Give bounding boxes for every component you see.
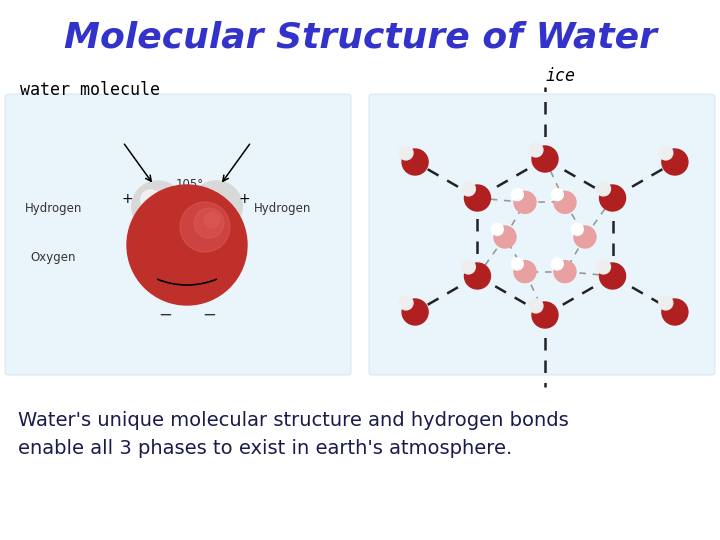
Circle shape	[659, 146, 672, 160]
Text: −: −	[158, 306, 172, 324]
Circle shape	[659, 296, 672, 310]
Text: Hydrogen: Hydrogen	[25, 202, 82, 215]
Text: ice: ice	[545, 67, 575, 85]
Circle shape	[402, 149, 428, 175]
Circle shape	[511, 188, 523, 201]
Text: Oxygen: Oxygen	[30, 251, 76, 264]
Circle shape	[596, 260, 611, 274]
Circle shape	[204, 212, 220, 228]
Circle shape	[399, 146, 413, 160]
Circle shape	[554, 261, 576, 282]
Circle shape	[532, 302, 558, 328]
Text: +: +	[238, 192, 250, 206]
Circle shape	[554, 191, 576, 213]
Circle shape	[600, 263, 626, 289]
Text: 105°: 105°	[176, 179, 204, 192]
Circle shape	[194, 208, 224, 238]
Circle shape	[464, 185, 490, 211]
Circle shape	[596, 182, 611, 196]
Circle shape	[127, 185, 247, 305]
Circle shape	[532, 146, 558, 172]
Text: +: +	[122, 192, 134, 206]
Circle shape	[600, 185, 626, 211]
Circle shape	[491, 224, 503, 235]
Circle shape	[529, 299, 543, 313]
Circle shape	[571, 224, 583, 235]
Circle shape	[552, 188, 563, 201]
Text: Water's unique molecular structure and hydrogen bonds: Water's unique molecular structure and h…	[18, 410, 569, 429]
Circle shape	[574, 226, 596, 248]
Circle shape	[199, 190, 219, 210]
Circle shape	[514, 261, 536, 282]
Text: −: −	[202, 306, 216, 324]
Circle shape	[402, 299, 428, 325]
Circle shape	[399, 296, 413, 310]
Circle shape	[662, 149, 688, 175]
Circle shape	[662, 299, 688, 325]
Circle shape	[190, 181, 242, 233]
Text: enable all 3 phases to exist in earth's atmosphere.: enable all 3 phases to exist in earth's …	[18, 438, 512, 457]
Circle shape	[464, 263, 490, 289]
Circle shape	[132, 181, 184, 233]
Circle shape	[462, 182, 475, 196]
Circle shape	[180, 202, 230, 252]
FancyBboxPatch shape	[5, 94, 351, 375]
Text: water molecule: water molecule	[20, 81, 160, 99]
Circle shape	[141, 190, 161, 210]
Text: Hydrogen: Hydrogen	[254, 202, 312, 215]
Circle shape	[494, 226, 516, 248]
FancyBboxPatch shape	[369, 94, 715, 375]
Circle shape	[529, 143, 543, 157]
Circle shape	[511, 258, 523, 270]
Circle shape	[462, 260, 475, 274]
Circle shape	[552, 258, 563, 270]
Text: Molecular Structure of Water: Molecular Structure of Water	[63, 20, 657, 54]
Circle shape	[514, 191, 536, 213]
